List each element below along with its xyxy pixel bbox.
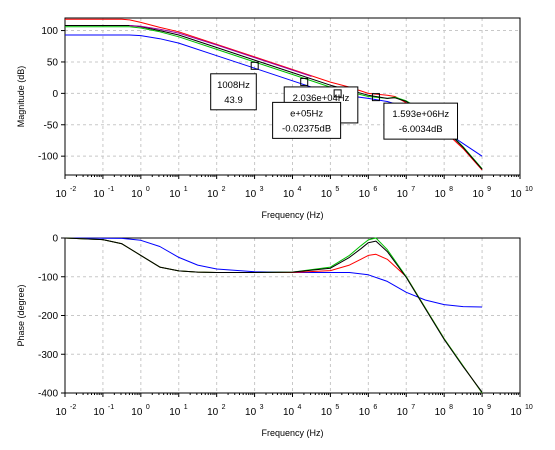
magnitude-x-tick-label: 10 — [283, 189, 295, 200]
magnitude-x-tick-label: 10 — [321, 189, 333, 200]
phase-y-axis: 0 -100 -200 -300 -400 — [38, 234, 65, 400]
phase-x-tick-exponent: 4 — [298, 404, 302, 411]
magnitude-y-tick-label: 100 — [41, 26, 58, 37]
magnitude-y-tick-label: -50 — [44, 120, 59, 131]
magnitude-x-tick-exponent: 2 — [222, 186, 226, 193]
magnitude-x-tick-exponent: 4 — [298, 186, 302, 193]
datatip-box — [210, 73, 257, 111]
magnitude-x-tick-label: 10 — [473, 189, 485, 200]
magnitude-series-line-2 — [65, 26, 483, 170]
phase-plot: 10 -2 10 -1 10 0 10 1 10 2 10 3 10 4 10 5 10 6 10 7 10 8 10 9 10… — [16, 234, 533, 439]
phase-x-tick-label: 10 — [283, 407, 295, 418]
phase-x-tick-label: 10 — [207, 407, 219, 418]
phase-series-line-0 — [64, 237, 483, 308]
datatip-marker[interactable] — [250, 61, 259, 70]
magnitude-x-tick-exponent: 10 — [525, 186, 533, 193]
datatip-text: 43.9 — [224, 95, 243, 106]
phase-y-tick-label: -300 — [38, 350, 58, 361]
magnitude-x-tick-exponent: -1 — [108, 186, 114, 193]
phase-x-tick-label: 10 — [435, 407, 447, 418]
magnitude-x-tick-label: 10 — [131, 189, 143, 200]
magnitude-x-tick-label: 10 — [245, 189, 257, 200]
phase-x-axis: 10 -2 10 -1 10 0 10 1 10 2 10 3 10 4 10 5 10 6 10 7 10 8 10 9 10… — [55, 393, 533, 418]
magnitude-x-tick-label: 10 — [510, 189, 522, 200]
datatip-2[interactable]: e+05Hz -0.02375dB — [272, 89, 342, 139]
phase-x-tick-exponent: 0 — [146, 404, 150, 411]
phase-series-line-3 — [64, 237, 483, 393]
phase-grid — [64, 237, 521, 394]
magnitude-y-tick-label: -100 — [38, 152, 58, 163]
phase-x-tick-label: 10 — [93, 407, 105, 418]
phase-x-tick-exponent: 6 — [373, 404, 377, 411]
phase-x-tick-exponent: 7 — [411, 404, 415, 411]
magnitude-x-tick-exponent: -2 — [70, 186, 76, 193]
magnitude-x-axis-label: Frequency (Hz) — [261, 210, 323, 220]
phase-x-tick-exponent: 1 — [184, 404, 188, 411]
magnitude-x-tick-label: 10 — [435, 189, 447, 200]
magnitude-x-tick-label: 10 — [169, 189, 181, 200]
phase-series-group — [64, 237, 483, 394]
phase-y-axis-label: Phase (degree) — [16, 284, 26, 346]
magnitude-x-tick-label: 10 — [207, 189, 219, 200]
phase-x-tick-label: 10 — [245, 407, 257, 418]
phase-x-tick-label: 10 — [169, 407, 181, 418]
magnitude-x-tick-exponent: 8 — [449, 186, 453, 193]
datatip-0[interactable]: 1008Hz 43.9 — [210, 61, 259, 111]
phase-x-tick-exponent: 10 — [525, 404, 533, 411]
datatip-text: -0.02375dB — [282, 123, 331, 134]
magnitude-series-group — [65, 18, 483, 171]
phase-x-tick-exponent: 3 — [260, 404, 264, 411]
phase-x-tick-exponent: -2 — [70, 404, 76, 411]
phase-y-tick-label: -100 — [38, 272, 58, 283]
magnitude-x-tick-exponent: 0 — [146, 186, 150, 193]
datatip-box — [272, 101, 342, 139]
datatip-text: 1.593e+06Hz — [392, 109, 449, 120]
magnitude-plot: 10 -2 10 -1 10 0 10 1 10 2 10 3 10 4 10 5 10 6 10 7 10 8 10 9 10… — [16, 17, 533, 220]
datatip-text: -6.0034dB — [399, 124, 443, 135]
magnitude-series-line-1 — [65, 18, 483, 171]
datatip-3[interactable]: 1.593e+06Hz -6.0034dB — [371, 93, 459, 140]
datatip-marker[interactable] — [300, 77, 309, 86]
phase-x-tick-label: 10 — [131, 407, 143, 418]
datatip-box — [383, 102, 459, 140]
phase-x-tick-exponent: -1 — [108, 404, 114, 411]
datatip-text: 1008Hz — [217, 80, 250, 91]
datatip-text: 2.036e+04Hz — [293, 93, 350, 104]
datatip-text: e+05Hz — [290, 108, 323, 119]
phase-x-tick-label: 10 — [510, 407, 522, 418]
magnitude-y-tick-label: 0 — [52, 89, 58, 100]
magnitude-y-axis: 100 50 0 -50 -100 — [38, 26, 65, 163]
phase-x-tick-label: 10 — [397, 407, 409, 418]
datatip-marker[interactable] — [371, 93, 380, 102]
phase-x-tick-label: 10 — [55, 407, 67, 418]
magnitude-x-tick-exponent: 1 — [184, 186, 188, 193]
magnitude-x-tick-exponent: 5 — [335, 186, 339, 193]
magnitude-y-tick-label: 50 — [47, 57, 59, 68]
magnitude-x-tick-exponent: 6 — [373, 186, 377, 193]
magnitude-x-tick-label: 10 — [359, 189, 371, 200]
phase-x-tick-exponent: 5 — [335, 404, 339, 411]
phase-y-tick-label: -200 — [38, 311, 58, 322]
phase-x-axis-label: Frequency (Hz) — [261, 428, 323, 438]
magnitude-series-line-3 — [65, 25, 483, 170]
magnitude-x-tick-label: 10 — [397, 189, 409, 200]
phase-x-tick-label: 10 — [473, 407, 485, 418]
phase-y-tick-label: -400 — [38, 389, 58, 400]
phase-x-tick-exponent: 8 — [449, 404, 453, 411]
phase-x-tick-exponent: 9 — [487, 404, 491, 411]
magnitude-x-tick-exponent: 9 — [487, 186, 491, 193]
phase-x-tick-label: 10 — [359, 407, 371, 418]
magnitude-x-axis: 10 -2 10 -1 10 0 10 1 10 2 10 3 10 4 10 5 10 6 10 7 10 8 10 9 10… — [55, 175, 533, 200]
magnitude-x-tick-label: 10 — [55, 189, 67, 200]
magnitude-x-tick-exponent: 3 — [260, 186, 264, 193]
magnitude-x-tick-exponent: 7 — [411, 186, 415, 193]
datatip-marker[interactable] — [333, 89, 342, 98]
magnitude-x-tick-label: 10 — [93, 189, 105, 200]
phase-x-tick-label: 10 — [321, 407, 333, 418]
magnitude-y-axis-label: Magnitude (dB) — [16, 66, 26, 128]
magnitude-series-line-4 — [129, 25, 312, 77]
phase-x-tick-exponent: 2 — [222, 404, 226, 411]
phase-y-tick-label: 0 — [52, 234, 58, 245]
